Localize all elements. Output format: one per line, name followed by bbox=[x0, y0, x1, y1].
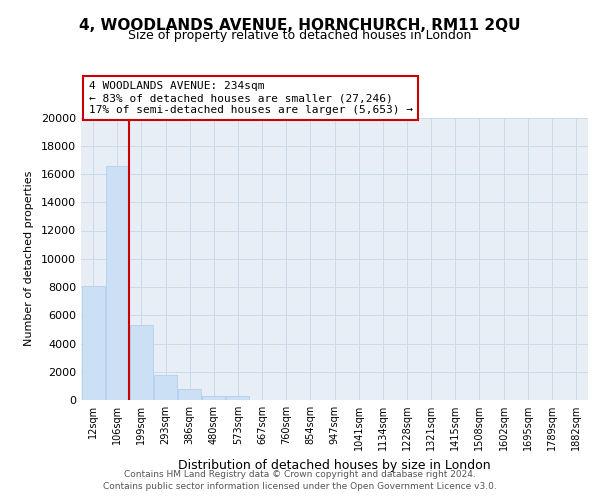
Bar bbox=[202, 396, 225, 400]
Text: Contains public sector information licensed under the Open Government Licence v3: Contains public sector information licen… bbox=[103, 482, 497, 491]
Bar bbox=[130, 325, 153, 400]
Text: Size of property relative to detached houses in London: Size of property relative to detached ho… bbox=[128, 29, 472, 42]
Text: Contains HM Land Registry data © Crown copyright and database right 2024.: Contains HM Land Registry data © Crown c… bbox=[124, 470, 476, 479]
Bar bbox=[82, 286, 104, 400]
Y-axis label: Number of detached properties: Number of detached properties bbox=[24, 171, 34, 346]
Bar bbox=[154, 376, 177, 400]
X-axis label: Distribution of detached houses by size in London: Distribution of detached houses by size … bbox=[178, 458, 491, 471]
Bar bbox=[106, 166, 128, 400]
Bar bbox=[178, 388, 201, 400]
Bar bbox=[226, 396, 250, 400]
Text: 4, WOODLANDS AVENUE, HORNCHURCH, RM11 2QU: 4, WOODLANDS AVENUE, HORNCHURCH, RM11 2Q… bbox=[79, 18, 521, 32]
Text: 4 WOODLANDS AVENUE: 234sqm
← 83% of detached houses are smaller (27,246)
17% of : 4 WOODLANDS AVENUE: 234sqm ← 83% of deta… bbox=[89, 82, 413, 114]
